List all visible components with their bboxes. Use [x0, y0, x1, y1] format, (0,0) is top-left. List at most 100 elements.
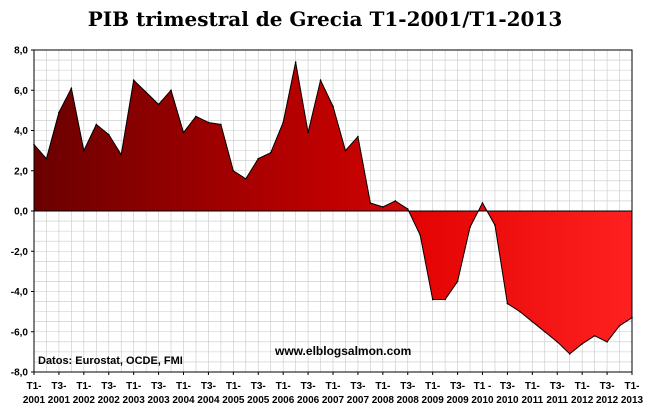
x-tick-label-year: 2012 — [596, 395, 619, 406]
x-tick-label-quarter: T1- — [276, 381, 291, 392]
data-point — [95, 123, 98, 126]
data-point — [556, 341, 559, 343]
data-point — [45, 157, 48, 160]
y-tick-label: 8,0 — [14, 46, 28, 57]
data-point — [257, 157, 260, 160]
x-tick-label-year: 2002 — [98, 395, 121, 406]
data-point — [332, 105, 334, 108]
y-tick-label: -2,0 — [11, 247, 29, 258]
y-tick-label: 0,0 — [14, 207, 28, 218]
x-tick-label-year: 2009 — [422, 395, 445, 406]
y-axis-ticks: 8,0 6,0 4,0 2,0 0,0 -2,0 -4,0 -6,0 -8,0 — [11, 46, 34, 379]
x-tick-label-year: 2003 — [147, 395, 170, 406]
data-point — [244, 178, 247, 180]
x-tick-label-quarter: T3- — [201, 381, 216, 392]
data-point — [182, 131, 185, 134]
x-tick-label-year: 2010 — [496, 395, 519, 406]
data-point — [220, 123, 222, 126]
source-note: Datos: Eurostat, OCDE, FMI — [38, 355, 183, 367]
x-tick-label-year: 2004 — [172, 395, 195, 406]
x-tick-label-quarter: T3- — [500, 381, 515, 392]
y-tick-label: 6,0 — [14, 86, 28, 97]
x-tick-label-quarter: T1- — [525, 381, 540, 392]
data-point — [307, 131, 309, 134]
data-point — [543, 330, 546, 333]
x-tick-label-quarter: T1 - — [474, 381, 492, 392]
x-tick-label-quarter: T1- — [126, 381, 141, 392]
x-tick-label-year: 2002 — [73, 395, 96, 406]
data-point — [531, 320, 534, 323]
x-tick-label-year: 2001 — [23, 395, 46, 406]
data-point — [568, 353, 571, 355]
data-point — [581, 343, 583, 345]
x-tick-label-quarter: T1- — [226, 381, 241, 392]
x-tick-label-year: 2008 — [397, 395, 420, 406]
data-point — [369, 202, 372, 204]
x-tick-label-quarter: T3- — [51, 381, 66, 392]
data-point — [394, 200, 397, 202]
x-tick-label-quarter: T1- — [176, 381, 191, 392]
data-point — [319, 79, 322, 81]
chart-title: PIB trimestral de Grecia T1-2001/T1-2013 — [88, 7, 563, 31]
data-point — [294, 61, 297, 63]
x-tick-label-year: 2011 — [521, 395, 543, 406]
x-tick-label-quarter: T3- — [350, 381, 365, 392]
x-tick-label-quarter: T1- — [625, 381, 640, 392]
x-axis-ticks: T1- 2001 T3- 2001 T1- 2002 T3- 2002 T1- 2003 T3- 20… — [23, 372, 644, 406]
x-tick-label-year: 2008 — [372, 395, 395, 406]
data-point — [170, 89, 172, 92]
area-negative — [34, 211, 632, 354]
data-point — [120, 153, 123, 156]
x-tick-label-year: 2007 — [322, 395, 345, 406]
data-point — [207, 121, 210, 124]
x-tick-label-quarter: T3- — [550, 381, 565, 392]
x-tick-label-quarter: T3- — [151, 381, 166, 392]
y-tick-label: -6,0 — [11, 327, 29, 338]
x-tick-label-quarter: T3- — [301, 381, 316, 392]
data-point — [357, 135, 359, 138]
data-point — [344, 149, 347, 152]
data-point — [232, 169, 235, 172]
x-tick-label-year: 2006 — [272, 395, 295, 406]
data-point — [456, 280, 459, 283]
data-point — [431, 298, 434, 301]
x-tick-label-quarter: T1- — [76, 381, 91, 392]
area-positive — [34, 62, 632, 211]
x-tick-label-year: 2003 — [123, 395, 146, 406]
x-tick-label-quarter: T1- — [575, 381, 590, 392]
data-point — [519, 310, 521, 313]
data-point — [145, 91, 147, 94]
x-tick-label-year: 2010 — [471, 395, 494, 406]
data-point — [593, 334, 596, 337]
data-point — [406, 208, 409, 210]
x-tick-label-year: 2011 — [546, 395, 568, 406]
y-tick-label: 4,0 — [14, 126, 28, 137]
x-tick-label-year: 2012 — [571, 395, 594, 406]
data-point — [481, 202, 484, 204]
data-point — [157, 103, 160, 106]
data-point — [269, 151, 272, 154]
data-point — [494, 224, 496, 226]
data-point — [506, 302, 509, 305]
x-tick-label-year: 2013 — [621, 395, 644, 406]
data-point — [382, 206, 384, 208]
data-point — [469, 226, 471, 228]
x-tick-label-year: 2001 — [48, 395, 71, 406]
x-tick-label-year: 2005 — [222, 395, 245, 406]
data-point — [195, 115, 197, 118]
x-tick-label-quarter: T1- — [326, 381, 341, 392]
data-point — [419, 234, 422, 236]
x-tick-label-quarter: T1- — [425, 381, 440, 392]
data-point — [606, 341, 608, 343]
area-series — [33, 61, 633, 355]
x-tick-label-year: 2009 — [446, 395, 469, 406]
y-tick-label: 2,0 — [14, 166, 28, 177]
x-tick-label-quarter: T3- — [101, 381, 116, 392]
x-tick-label-quarter: T3- — [600, 381, 615, 392]
x-tick-label-year: 2006 — [297, 395, 320, 406]
data-point — [618, 324, 621, 327]
data-point — [444, 298, 446, 301]
x-tick-label-quarter: T3- — [400, 381, 415, 392]
x-tick-label-year: 2004 — [197, 395, 220, 406]
